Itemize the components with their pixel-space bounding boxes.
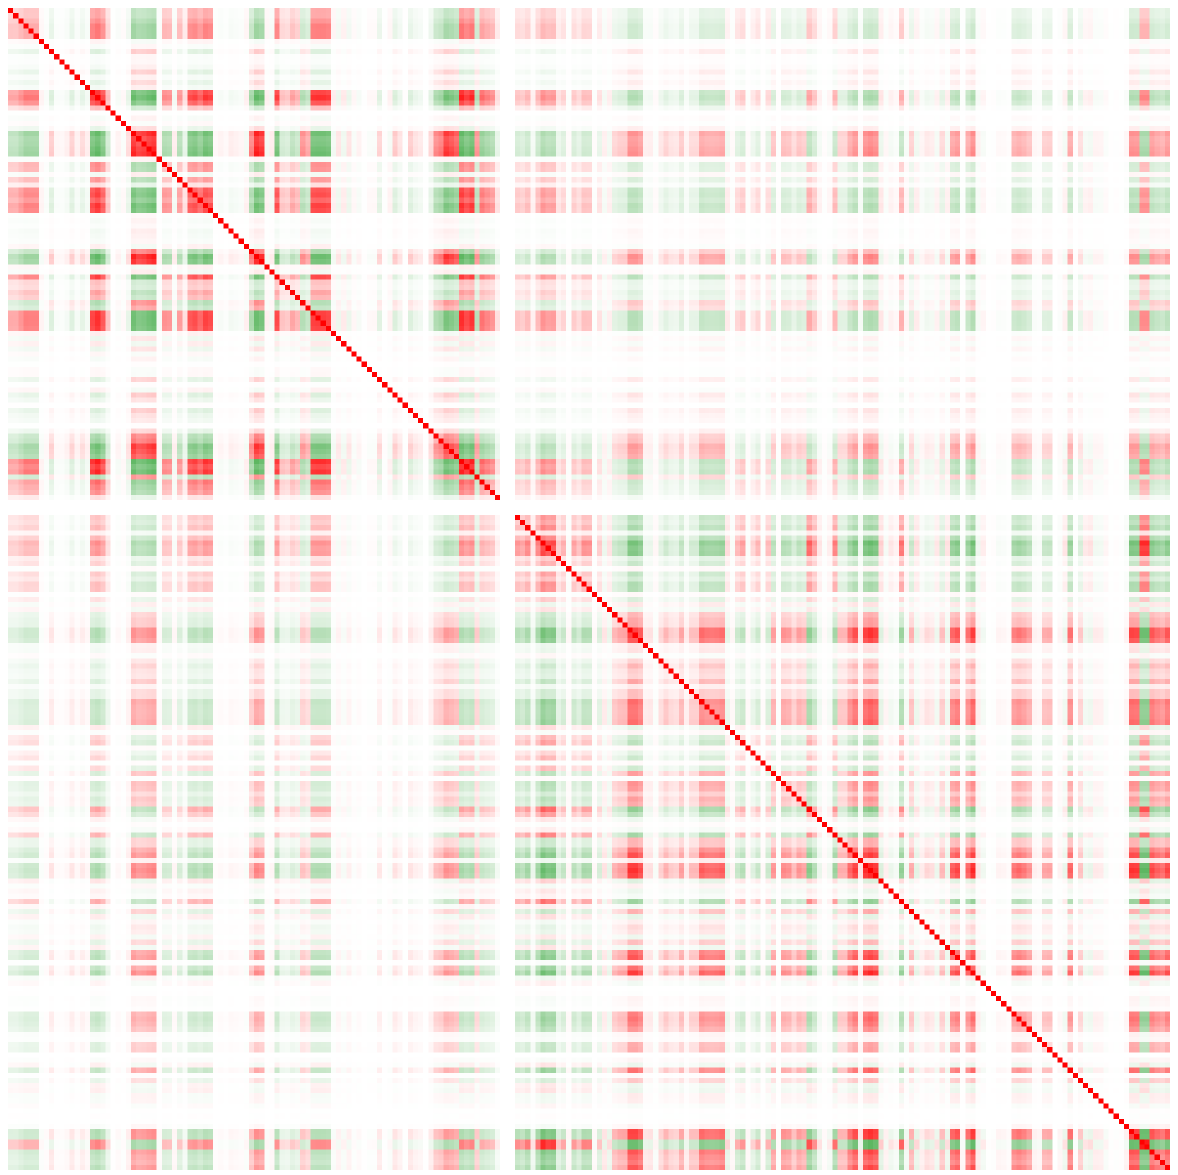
heatmap-block-b-b xyxy=(515,515,1170,1170)
heatmap-block-b-a xyxy=(8,515,500,1170)
heatmap-block-a-a xyxy=(8,8,500,500)
heatmap-block-a-b xyxy=(515,8,1170,500)
